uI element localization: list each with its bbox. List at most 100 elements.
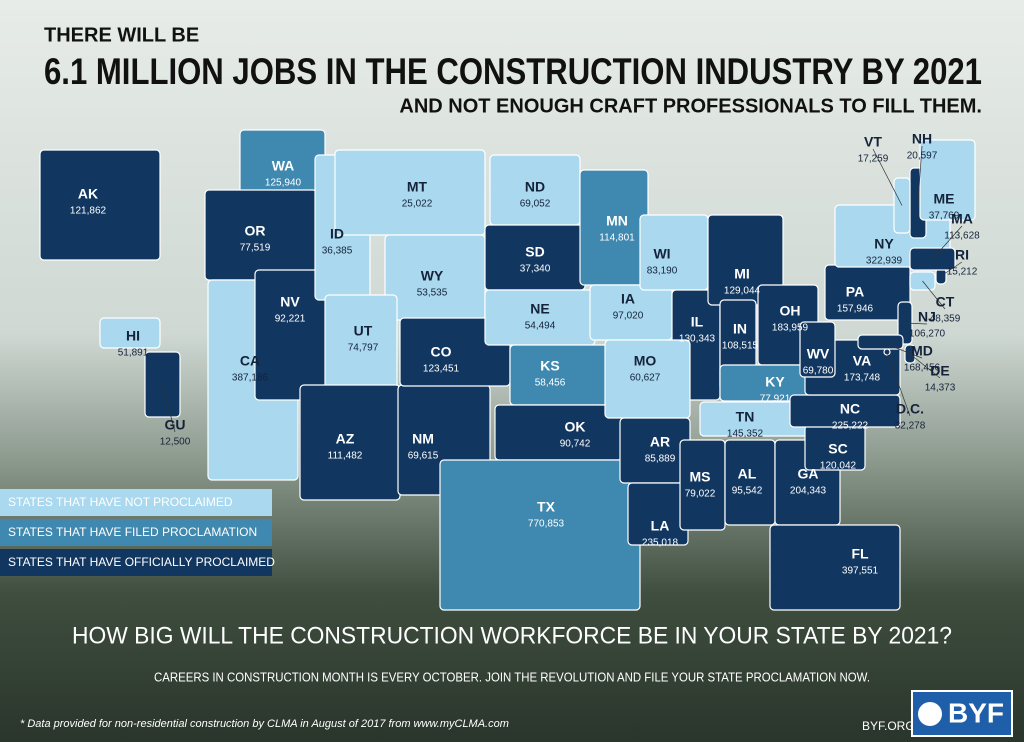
state-jobs: 51,891 (118, 348, 149, 359)
state-abbr: MA (951, 211, 973, 227)
state-jobs: 36,385 (322, 246, 353, 257)
legend-label: STATES THAT HAVE OFFICIALLY PROCLAIMED (8, 555, 275, 569)
state-jobs: 48,359 (930, 314, 961, 325)
header-line1: THERE WILL BE (44, 24, 199, 46)
state-jobs: 17,259 (858, 154, 889, 165)
state-abbr: OK (565, 419, 586, 435)
state-abbr: OH (780, 303, 801, 319)
state-jobs: 387,186 (232, 373, 269, 384)
state-abbr: DE (930, 363, 949, 379)
state-shape (799, 321, 836, 378)
state-shape (484, 289, 596, 346)
state-jobs: 130,343 (679, 334, 716, 345)
header-line3: AND NOT ENOUGH CRAFT PROFESSIONALS TO FI… (399, 95, 982, 117)
state-shape (509, 344, 611, 406)
legend-label: STATES THAT HAVE NOT PROCLAIMED (8, 495, 233, 509)
state-abbr: IA (621, 291, 635, 307)
state-abbr: MS (690, 469, 711, 485)
state-abbr: AL (738, 466, 757, 482)
state-abbr: HI (126, 328, 140, 344)
state-jobs: 120,042 (820, 461, 857, 472)
state-abbr: MO (634, 353, 657, 369)
state-shape (639, 214, 709, 291)
state-jobs: 90,742 (560, 439, 591, 450)
state-jobs: 168,456 (904, 363, 941, 374)
state-abbr: AK (78, 186, 98, 202)
state-jobs: 12,500 (160, 437, 191, 448)
state-abbr: KY (765, 374, 785, 390)
footnote: * Data provided for non-residential cons… (20, 718, 509, 730)
state-abbr: WI (653, 246, 670, 262)
state-shape (39, 149, 161, 261)
question: HOW BIG WILL THE CONSTRUCTION WORKFORCE … (72, 622, 952, 649)
state-abbr: CT (936, 294, 955, 310)
state-jobs: 69,615 (408, 451, 439, 462)
state-jobs: 322,939 (866, 256, 903, 267)
logo-icon (918, 702, 942, 726)
state-jobs: 129,044 (724, 286, 761, 297)
state-shape (919, 139, 976, 221)
state-abbr: NC (840, 401, 860, 417)
subtext: CAREERS IN CONSTRUCTION MONTH IS EVERY O… (154, 669, 870, 684)
state-abbr: MD (911, 343, 933, 359)
state-abbr: GU (165, 417, 186, 433)
state-abbr: SD (525, 244, 544, 260)
leader-line (872, 148, 903, 206)
state-jobs: 235,018 (642, 538, 679, 549)
state-jobs: 157,946 (837, 304, 874, 315)
state-jobs: 106,270 (909, 329, 946, 340)
state-abbr: NY (874, 236, 894, 252)
state-shape (627, 482, 689, 546)
leader-line (162, 384, 176, 433)
state-jobs: 145,352 (727, 429, 764, 440)
state-abbr: SC (828, 441, 847, 457)
state-jobs: 92,221 (275, 314, 306, 325)
state-abbr: NV (280, 294, 300, 310)
state-abbr: ND (525, 179, 545, 195)
state-abbr: D.C. (896, 401, 924, 417)
state-jobs: 14,373 (925, 383, 956, 394)
state-jobs: 111,482 (328, 451, 363, 462)
state-jobs: 397,551 (842, 566, 879, 577)
state-abbr: OR (245, 223, 266, 239)
state-jobs: 20,597 (907, 151, 938, 162)
state-abbr: MI (734, 266, 750, 282)
state-jobs: 770,853 (528, 519, 565, 530)
state-abbr: AR (650, 434, 670, 450)
logo-text: BYF (948, 697, 1004, 728)
state-jobs: 114,801 (599, 233, 635, 244)
state-abbr: NJ (918, 309, 936, 325)
header-line2: 6.1 MILLION JOBS IN THE CONSTRUCTION IND… (44, 51, 982, 92)
state-abbr: CO (431, 344, 452, 360)
state-abbr: WA (272, 158, 295, 174)
state-abbr: CA (240, 353, 260, 369)
state-jobs: 69,780 (803, 366, 834, 377)
state-jobs: 204,343 (790, 486, 827, 497)
leader-line (932, 225, 963, 260)
state-abbr: TX (537, 499, 556, 515)
state-jobs: 25,022 (402, 199, 433, 210)
leader-line (917, 145, 923, 204)
state-abbr: LA (651, 518, 670, 534)
state-shape (769, 524, 901, 611)
state-shape (439, 459, 641, 611)
state-jobs: 53,535 (417, 288, 448, 299)
leader-line (880, 341, 923, 359)
state-abbr: WV (807, 346, 830, 362)
state-jobs: 97,020 (613, 311, 644, 322)
state-jobs: 85,889 (645, 454, 676, 465)
state-jobs: 173,748 (844, 373, 881, 384)
state-abbr: PA (846, 284, 864, 300)
legend-label: STATES THAT HAVE FILED PROCLAMATION (8, 525, 257, 539)
leader-line (940, 261, 963, 277)
state-abbr: KS (540, 358, 559, 374)
state-jobs: 83,190 (647, 266, 678, 277)
state-jobs: 37,340 (520, 264, 551, 275)
state-jobs: 183,959 (772, 323, 809, 334)
state-abbr: VA (853, 353, 871, 369)
state-jobs: 113,628 (944, 231, 980, 242)
state-jobs: 108,515 (722, 341, 759, 352)
state-jobs: 15,212 (947, 267, 978, 278)
map: AK 121,862 WA 125,940 OR 77,519 CA 387,186 NV 92,… (39, 129, 980, 611)
